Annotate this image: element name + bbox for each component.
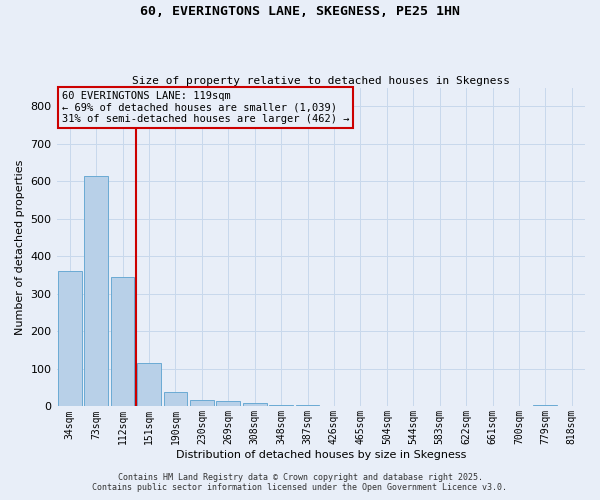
Bar [137,364,161,406]
Bar [243,404,266,406]
Bar [269,404,293,406]
Bar [533,404,557,406]
Bar [164,392,187,406]
Text: 60, EVERINGTONS LANE, SKEGNESS, PE25 1HN: 60, EVERINGTONS LANE, SKEGNESS, PE25 1HN [140,5,460,18]
Bar [190,400,214,406]
Bar [84,176,108,406]
Bar [111,277,134,406]
X-axis label: Distribution of detached houses by size in Skegness: Distribution of detached houses by size … [176,450,466,460]
Text: Contains HM Land Registry data © Crown copyright and database right 2025.
Contai: Contains HM Land Registry data © Crown c… [92,473,508,492]
Bar [217,401,240,406]
Bar [296,404,319,406]
Y-axis label: Number of detached properties: Number of detached properties [15,160,25,334]
Title: Size of property relative to detached houses in Skegness: Size of property relative to detached ho… [132,76,510,86]
Bar [58,272,82,406]
Text: 60 EVERINGTONS LANE: 119sqm
← 69% of detached houses are smaller (1,039)
31% of : 60 EVERINGTONS LANE: 119sqm ← 69% of det… [62,91,349,124]
